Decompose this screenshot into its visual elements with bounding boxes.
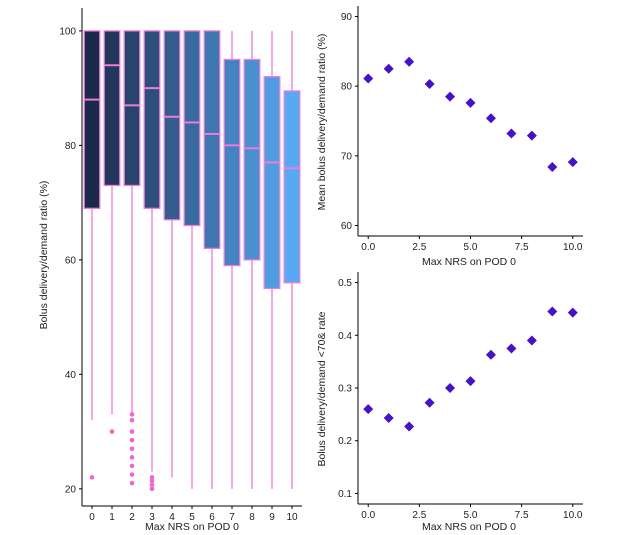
y-tick-label: 90 [341,12,353,23]
low-ratio-rate-panel: 0.1 0.2 0.3 0.4 0.5 0.0 2.5 5.0 7.5 10.0 Max NRS … [316,272,583,533]
y-tick-label: 100 [59,26,76,37]
x-tick-label: 4 [169,512,175,523]
outlier-point [129,429,135,434]
data-point [506,128,517,139]
outlier-point [149,478,155,484]
box [283,90,301,284]
x-tick-label: 8 [249,512,255,523]
box [163,30,181,221]
outlier-point [129,480,135,486]
box [123,30,141,187]
data-point [526,130,537,141]
boxplot-axes: 20 40 60 80 100 0 1 2 3 4 5 6 7 8 9 10 [59,8,302,523]
x-tick-label: 10.0 [563,242,583,253]
low-ratio-rate-marks [363,306,578,432]
boxplot-panel: 20 40 60 80 100 0 1 2 3 4 5 6 7 8 9 10 Max NRS on POD 0… [38,8,302,533]
y-tick-label: 0.2 [338,436,352,447]
box [183,30,201,227]
data-point [547,162,558,172]
data-point [445,91,456,102]
low-ratio-rate-x-axis-title: Max NRS on POD 0 [422,521,516,533]
y-tick-label: 80 [341,82,353,93]
x-tick-label: 9 [269,512,275,523]
mean-ratio-x-axis-title: Max NRS on POD 0 [422,256,516,268]
x-tick-label: 2 [129,512,135,523]
data-point [506,343,517,354]
data-point [404,421,415,432]
outlier-point [149,475,155,480]
data-point [424,79,435,90]
y-tick-label: 40 [65,370,77,381]
x-tick-label: 5.0 [464,242,478,253]
outlier-point [129,417,135,423]
x-tick-label: 0 [89,512,95,523]
x-tick-label: 3 [149,512,155,523]
y-tick-label: 80 [65,141,77,152]
box [243,58,261,261]
mean-ratio-panel: 60 70 80 90 0.0 2.5 5.0 7.5 10.0 Max NRS on POD … [316,6,583,268]
outlier-point [129,455,135,460]
mean-ratio-y-axis-title: Mean bolus delivery/demand ratio (%) [316,34,328,211]
x-tick-label: 7 [229,512,235,523]
low-ratio-rate-y-axis-title: Bolus delivery/demand <70& rate [316,311,328,466]
outlier-point [129,472,135,477]
outlier-point [149,486,155,492]
y-tick-label: 70 [341,151,353,162]
x-tick-label: 2.5 [412,510,426,521]
outlier-point [109,429,115,434]
data-point [363,73,374,84]
y-tick-label: 0.3 [338,384,352,395]
box [103,30,121,187]
x-tick-label: 1 [109,512,115,523]
data-point [526,335,537,346]
data-point [567,157,578,168]
boxplot-marks [83,30,301,492]
x-tick-label: 6 [209,512,215,523]
low-ratio-rate-axes: 0.1 0.2 0.3 0.4 0.5 0.0 2.5 5.0 7.5 10.0 [338,272,583,521]
y-tick-label: 60 [65,255,77,266]
outlier-point [149,482,155,488]
data-point [383,413,394,424]
box [143,30,161,209]
outlier-point [129,446,135,452]
x-tick-label: 0.0 [361,242,375,253]
x-tick-label: 0.0 [361,510,375,521]
x-tick-label: 10.0 [563,510,583,521]
y-tick-label: 60 [341,221,353,232]
boxplot-y-axis-title: Bolus delivery/demand ratio (%) [38,181,50,330]
y-tick-label: 20 [65,484,77,495]
box [223,58,241,267]
y-tick-label: 0.4 [338,331,352,342]
data-point [465,97,476,108]
data-point [485,349,496,360]
outlier-point [129,412,135,417]
box [263,76,281,290]
x-tick-label: 5 [189,512,195,523]
x-tick-label: 2.5 [412,242,426,253]
data-point [485,113,496,124]
box [83,30,101,209]
x-tick-label: 7.5 [515,510,529,521]
data-point [363,404,374,415]
data-point [547,306,558,317]
box [203,30,221,250]
data-point [567,307,578,318]
outlier-point [129,463,135,469]
data-point [383,63,394,74]
outlier-point [89,475,95,480]
x-tick-label: 10 [286,512,298,523]
x-tick-label: 5.0 [464,510,478,521]
data-point [404,56,415,67]
data-point [424,397,435,408]
mean-ratio-marks [363,56,578,172]
y-tick-label: 0.5 [338,278,352,289]
data-point [445,383,456,393]
y-tick-label: 0.1 [338,489,352,500]
mean-ratio-axes: 60 70 80 90 0.0 2.5 5.0 7.5 10.0 [341,6,583,253]
boxplot-x-axis-title: Max NRS on POD 0 [145,521,239,533]
x-tick-label: 7.5 [515,242,529,253]
data-point [465,376,476,387]
outlier-point [129,437,135,443]
